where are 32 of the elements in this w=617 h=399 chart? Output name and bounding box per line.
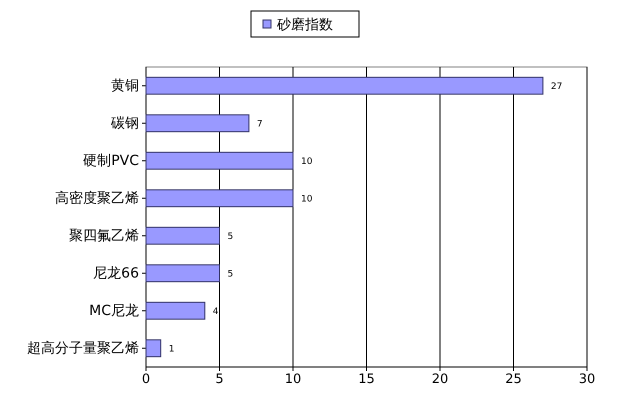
y-tick-label: 超高分子量聚乙烯 [27,340,139,357]
legend-label: 砂磨指数 [276,16,333,33]
y-tick-label: 尼龙66 [93,266,140,282]
data-label: 5 [228,269,234,280]
x-tick-label: 15 [358,372,375,388]
y-tick-label: MC尼龙 [89,303,139,320]
data-label: 1 [168,344,174,354]
x-tick-label: 25 [505,372,522,388]
bar [146,152,294,170]
bar [146,76,544,95]
bar [146,226,220,245]
data-label: 5 [228,232,234,242]
bar [146,114,250,132]
data-label: 27 [550,82,562,92]
bar [146,264,220,282]
x-tick-label: 0 [142,372,150,388]
x-tick-label: 20 [432,372,448,388]
y-tick-label: 碳钢 [110,116,139,132]
bar [146,189,294,208]
data-label: 10 [301,194,313,204]
y-tick-label: 硬制PVC [83,153,140,170]
x-tick-label: 10 [284,372,302,388]
data-label: 4 [212,306,219,317]
bar [146,302,206,320]
y-tick-label: 聚四氟乙烯 [69,228,139,244]
x-tick-label: 5 [215,372,224,388]
y-tick-label: 高密度聚乙烯 [55,190,139,207]
data-label: 10 [301,156,313,167]
bar [146,339,162,358]
y-tick-label: 黄铜 [111,78,139,94]
x-tick-label: 30 [578,372,596,388]
data-label: 7 [256,119,263,130]
